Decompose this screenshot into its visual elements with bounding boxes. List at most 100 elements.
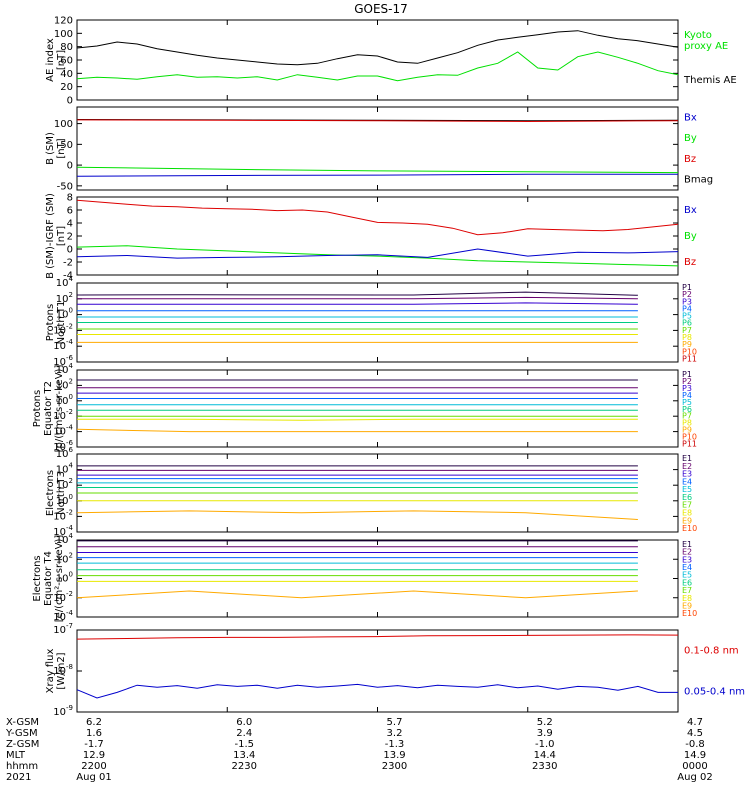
legend-channel: P7 [682,326,692,335]
panel-frame [76,369,679,448]
y-tick-label: 100 [54,119,73,130]
ephemeris-row-label: X-GSM [6,717,39,728]
series-bigrf-bx [76,248,679,259]
legend-label: Bx [684,112,697,123]
legend-channel: E1 [682,454,692,463]
legend-channel: P3 [682,384,692,393]
legend-channel: E4 [682,477,692,486]
legend-channel: E6 [682,493,692,502]
series-bigrf-by [76,245,679,267]
y-axis-label: ElectronsEquator T4[e/(cm²-s-sr-keV)] [32,535,65,623]
legend-channel: P6 [682,319,692,328]
ephemeris-value: 12.9 [83,750,105,761]
legend-channel: E5 [682,571,692,580]
legend-channel: P9 [682,426,692,435]
legend-label: By [684,231,697,242]
legend-channel: E2 [682,462,692,471]
ephemeris-value: 2200 [81,761,106,772]
legend-channel: P10 [682,433,697,442]
y-axis-label: B (SM)[nT] [45,132,67,165]
ephemeris-value: 3.2 [387,728,403,739]
legend-channel: P8 [682,333,692,342]
legend-channel: E9 [682,601,692,610]
legend-label: Kyoto [684,30,712,41]
ephemeris-value: 2300 [382,761,407,772]
series-pn-p1 [76,291,638,296]
legend-label: 0.1-0.8 nm [684,646,739,657]
series-pn-p2 [77,296,638,300]
y-tick-label: 20 [60,82,73,93]
legend-channel: P11 [682,354,697,363]
series-bsm-by [76,166,679,174]
ephemeris-row-label: Z-GSM [6,739,39,750]
y-axis-label: ProtonsEquator T2[p/(cm²-s-sr-keV)] [32,365,65,453]
series-pn-p3 [77,302,638,305]
ephemeris-value: 0000 [682,761,707,772]
legend-label: Themis AE [683,75,737,86]
y-tick-label: 100 [54,29,73,40]
series-pe-p8 [77,418,638,421]
panel-frame [76,539,679,618]
plot-title: GOES-17 [354,2,408,16]
y-tick-label: -2 [63,258,73,269]
legend-channel: E3 [682,555,692,564]
legend-label: Bmag [684,175,713,186]
series-bigrf-bz [76,199,679,236]
y-axis-label: AE index[nT] [45,38,67,82]
y-tick-label: -50 [57,181,73,192]
legend-channel: E4 [682,563,692,572]
ephemeris-row-label: 2021 [6,772,31,783]
ephemeris-value: 5.7 [387,717,403,728]
legend-channel: P4 [682,304,692,313]
ephemeris-value: Aug 02 [677,772,712,783]
legend-channel: P4 [682,391,692,400]
y-tick-label: 10-7 [53,622,73,636]
legend-channel: E8 [682,509,692,518]
y-tick-label: 0 [67,245,73,256]
ephemeris-value: 13.9 [383,750,405,761]
ephemeris-row-label: MLT [6,750,26,761]
ephemeris-value: -0.8 [685,739,705,750]
legend-channel: P5 [682,398,692,407]
legend-channel: P2 [682,290,692,299]
legend-channel: P1 [682,283,692,292]
ephemeris-value: 1.6 [86,728,102,739]
series-xr-0-1-0-8-nm [76,634,679,640]
series-bsm-bx [76,173,678,177]
legend-channel: P6 [682,405,692,414]
y-tick-label: -4 [63,271,73,282]
legend-label: By [684,133,697,144]
ephemeris-value: 2230 [232,761,257,772]
panel-frame [76,629,679,713]
ephemeris-value: 2.4 [236,728,252,739]
panel-frame [76,19,679,101]
series-pe-p9 [76,428,638,433]
series-ee-e9 [76,590,638,599]
legend-label: proxy AE [684,41,728,52]
ephemeris-value: 5.2 [537,717,553,728]
legend-channel: P7 [682,412,692,421]
y-axis-label: ProtonsNorth T1 [45,301,67,345]
legend-channel: E5 [682,485,692,494]
ephemeris-value: 6.2 [86,717,102,728]
ephemeris-value: -1.5 [234,739,254,750]
legend-label: Bx [684,205,697,216]
ephemeris-value: 14.4 [534,750,556,761]
ephemeris-value: -1.0 [535,739,555,750]
ephemeris-value: -1.7 [84,739,104,750]
legend-label: 0.05-0.4 nm [684,687,745,698]
ephemeris-value: 2330 [532,761,557,772]
y-tick-label: 60 [60,56,73,67]
series-xr-0-05-0-4-nm [76,683,678,699]
y-tick-label: 0 [67,96,73,107]
ephemeris-value: 14.9 [684,750,706,761]
legend-channel: E9 [682,516,692,525]
legend-channel: E10 [682,524,697,533]
legend-channel: E8 [682,594,692,603]
series-en-e9 [76,510,638,520]
legend-channel: E2 [682,548,692,557]
y-tick-label: 40 [60,69,73,80]
